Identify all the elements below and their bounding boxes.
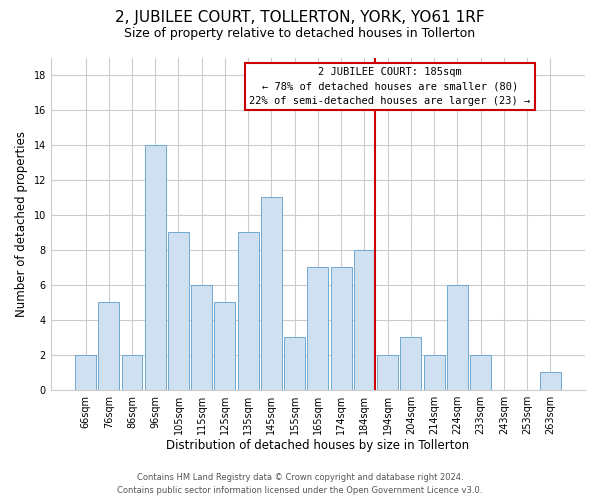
Bar	[98, 302, 119, 390]
Bar	[75, 354, 96, 390]
Bar	[377, 354, 398, 390]
Y-axis label: Number of detached properties: Number of detached properties	[15, 130, 28, 316]
Bar	[470, 354, 491, 390]
Bar	[284, 338, 305, 390]
Text: 2 JUBILEE COURT: 185sqm
← 78% of detached houses are smaller (80)
22% of semi-de: 2 JUBILEE COURT: 185sqm ← 78% of detache…	[250, 68, 530, 106]
Bar	[261, 198, 282, 390]
Bar	[122, 354, 142, 390]
Bar	[214, 302, 235, 390]
X-axis label: Distribution of detached houses by size in Tollerton: Distribution of detached houses by size …	[166, 440, 469, 452]
Bar	[400, 338, 421, 390]
Bar	[238, 232, 259, 390]
Bar	[354, 250, 375, 390]
Bar	[424, 354, 445, 390]
Bar	[145, 145, 166, 390]
Bar	[191, 285, 212, 390]
Text: Size of property relative to detached houses in Tollerton: Size of property relative to detached ho…	[124, 28, 476, 40]
Text: Contains HM Land Registry data © Crown copyright and database right 2024.
Contai: Contains HM Land Registry data © Crown c…	[118, 474, 482, 495]
Bar	[331, 268, 352, 390]
Bar	[447, 285, 468, 390]
Bar	[540, 372, 561, 390]
Bar	[168, 232, 189, 390]
Text: 2, JUBILEE COURT, TOLLERTON, YORK, YO61 1RF: 2, JUBILEE COURT, TOLLERTON, YORK, YO61 …	[115, 10, 485, 25]
Bar	[307, 268, 328, 390]
